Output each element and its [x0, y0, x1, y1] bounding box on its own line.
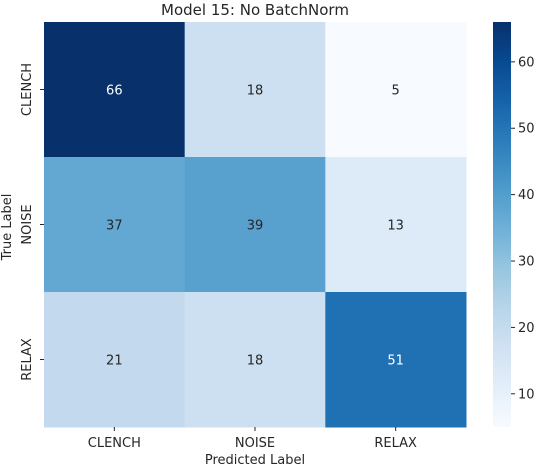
- cell-value-label: 13: [387, 219, 404, 234]
- y-axis-label: True Label: [0, 194, 15, 262]
- heatmap-cell: [184, 157, 326, 293]
- colorbar-tick-label: 40: [518, 188, 535, 203]
- cell-value-label: 5: [392, 84, 400, 99]
- y-tick-label: NOISE: [20, 204, 35, 244]
- heatmap-cell: [44, 292, 186, 428]
- cell-value-label: 18: [247, 354, 264, 369]
- colorbar: [493, 22, 511, 427]
- heatmap-cell: [325, 157, 467, 293]
- heatmap-cell: [184, 292, 326, 428]
- cell-value-label: 66: [106, 84, 123, 99]
- y-axis-ticks: CLENCH NOISE RELAX: [20, 63, 44, 381]
- colorbar-tick-label: 30: [518, 255, 535, 270]
- y-tick-label: CLENCH: [20, 63, 35, 116]
- x-tick-label: RELAX: [374, 436, 417, 451]
- cell-value-label: 51: [387, 354, 404, 369]
- x-axis-label: Predicted Label: [205, 453, 305, 468]
- cell-value-label: 37: [106, 219, 123, 234]
- cell-value-label: 39: [247, 219, 264, 234]
- heatmap-cell: [325, 22, 467, 158]
- heatmap-cell: [325, 292, 467, 428]
- colorbar-ticks: 10 20 30 40 50 60: [511, 55, 535, 402]
- cell-value-label: 18: [247, 84, 264, 99]
- heatmap-cell: [44, 22, 186, 158]
- colorbar-tick-label: 20: [518, 321, 535, 336]
- x-tick-label: CLENCH: [88, 436, 141, 451]
- y-tick-label: RELAX: [20, 338, 35, 381]
- heatmap-cell: [184, 22, 326, 158]
- colorbar-tick-label: 60: [518, 55, 535, 70]
- colorbar-tick-label: 10: [518, 387, 535, 402]
- heatmap-cell: [44, 157, 186, 293]
- colorbar-tick-label: 50: [518, 122, 535, 137]
- x-tick-label: NOISE: [235, 436, 275, 451]
- heatmap-cell-labels: 66 18 5 37 39 13 21 18 51: [106, 84, 404, 369]
- x-axis-ticks: CLENCH NOISE RELAX: [88, 427, 417, 451]
- chart-title: Model 15: No BatchNorm: [161, 1, 349, 19]
- heatmap-cells: [44, 22, 467, 428]
- cell-value-label: 21: [106, 354, 123, 369]
